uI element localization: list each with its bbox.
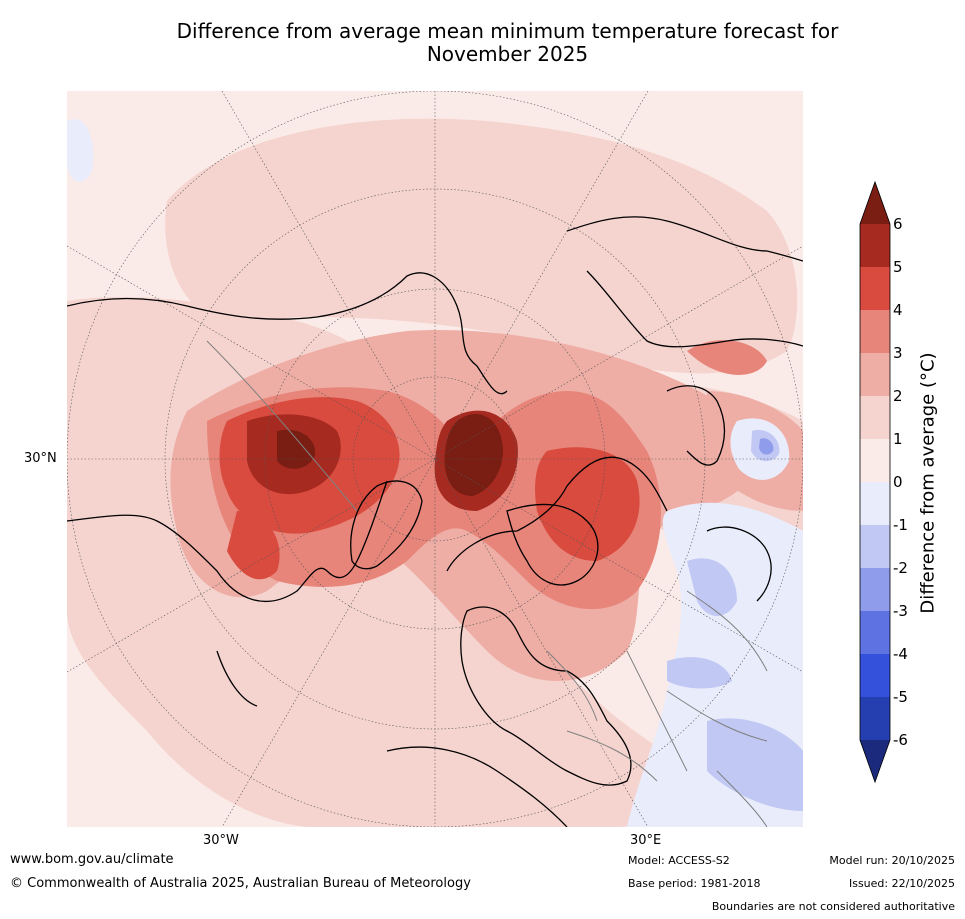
colorbar-segment-2_to_3 [860,353,890,396]
colorbar-extend-top [860,182,890,224]
colorbar-tick-label: 6 [893,215,903,233]
anomaly-m3-m2-region [759,438,774,455]
colorbar-segment-m5_to_m4 [860,654,890,697]
country-borders [206,340,768,827]
footer-model-run: Model run: 20/10/2025 [829,854,955,867]
footer-url: www.bom.gov.au/climate [10,852,174,867]
footer-disclaimer: Boundaries are not considered authoritat… [711,900,955,913]
colorbar-segment-m4_to_m3 [860,611,890,654]
lon-label-30w: 30°W [203,833,239,848]
footer-copyright: © Commonwealth of Australia 2025, Austra… [10,876,471,891]
colorbar-segment-3_to_4 [860,310,890,353]
colorbar-segment-0_to_1 [860,439,890,482]
colorbar-tick-label: -5 [893,688,908,706]
colorbar-segment-m1_to_0 [860,482,890,525]
lon-label-30e: 30°E [630,833,662,848]
colorbar-tick-label: 1 [893,430,903,448]
colorbar-tick-label: -4 [893,645,908,663]
colorbar-segment-m6_to_m5 [860,697,890,740]
colorbar-outline [859,180,891,784]
colorbar-segment-4_to_5 [860,267,890,310]
colorbar-tick-label: 2 [893,387,903,405]
colorbar-tick-label: -6 [893,731,908,749]
colorbar-axis-label: Difference from average (°C) [917,352,939,614]
colorbar-tick-label: 4 [893,301,903,319]
footer-model: Model: ACCESS-S2 [628,854,730,867]
colorbar-tick-label: 5 [893,258,903,276]
title-line-1: Difference from average mean minimum tem… [176,19,839,43]
coastlines [67,216,803,827]
colorbar-segment-m2_to_m1 [860,525,890,568]
colorbar-tick-label: -3 [893,602,908,620]
colorbar-segment-1_to_2 [860,396,890,439]
footer-base-period: Base period: 1981-2018 [628,877,761,890]
polar-map [67,91,803,827]
colorbar-extend-bottom [860,740,890,782]
graticule [67,91,803,827]
footer-issued: Issued: 22/10/2025 [848,877,955,890]
colorbar-tick-label: 3 [893,344,903,362]
colorbar-segment-5_to_6 [860,224,890,267]
colorbar-tick-label: 0 [893,473,903,491]
colorbar-tick-label: -2 [893,559,908,577]
colorbar-tick-label: -1 [893,516,908,534]
lat-label-30n: 30°N [24,451,57,466]
colorbar [859,180,891,784]
title-line-2: November 2025 [426,42,589,66]
chart-title: Difference from average mean minimum tem… [0,20,965,66]
anomaly-m2-m1-region [667,429,803,811]
colorbar-segment-m3_to_m2 [860,568,890,611]
